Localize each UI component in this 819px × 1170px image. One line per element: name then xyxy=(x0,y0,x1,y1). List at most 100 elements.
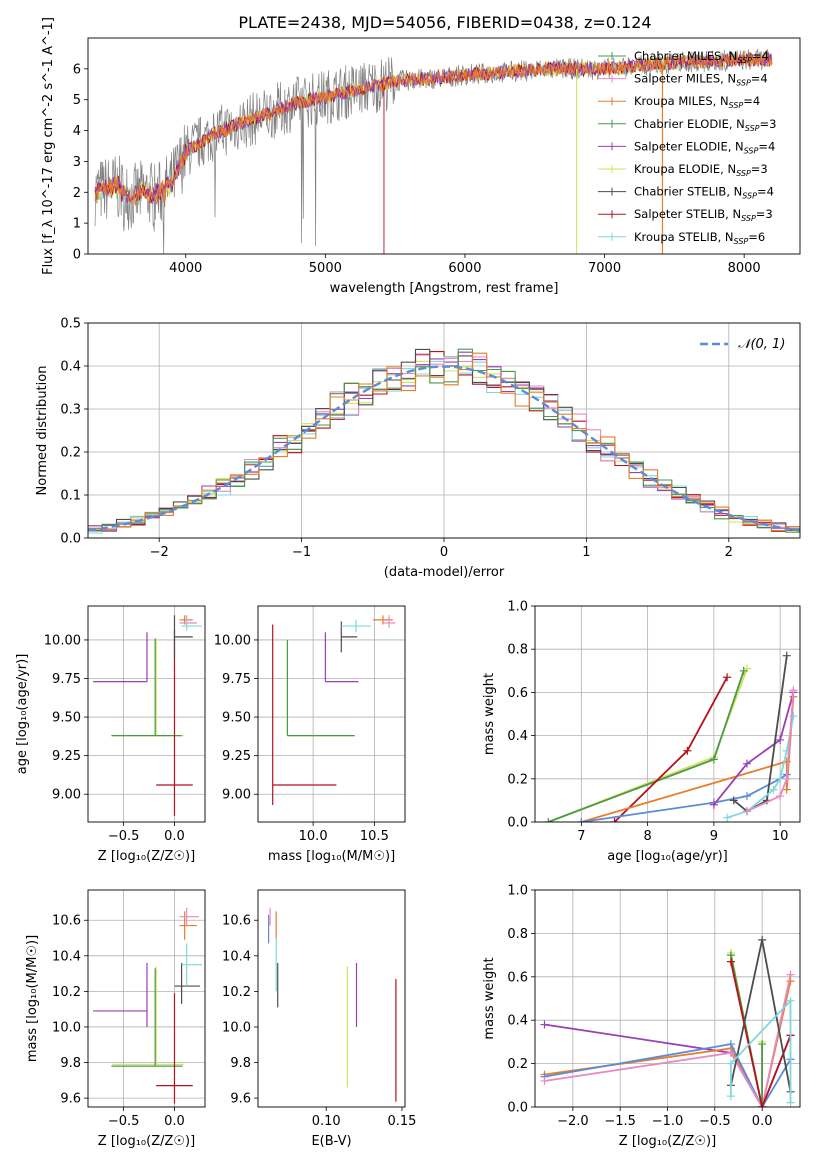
x-tick-label: −1 xyxy=(292,545,311,560)
weight-marker xyxy=(758,935,767,944)
x-axis-label: Z [log₁₀(Z/Z☉)] xyxy=(619,1134,716,1149)
legend-label: Salpeter ELODIE, NSSP=4 xyxy=(634,139,775,155)
y-tick-label: 5 xyxy=(73,93,81,108)
x-tick-label: 8000 xyxy=(728,261,761,276)
legend-label-main: Kroupa MILES, N xyxy=(634,94,729,108)
y-tick-label: 0.6 xyxy=(507,970,528,985)
legend-entry: Salpeter ELODIE, NSSP=4 xyxy=(598,139,775,155)
legend-label-sub: SSP xyxy=(736,79,751,88)
legend-label: Salpeter MILES, NSSP=4 xyxy=(634,72,768,88)
weight-marker xyxy=(789,686,798,695)
legend-label-tail: =4 xyxy=(752,49,769,63)
histogram-chabrier_stelib xyxy=(88,348,800,531)
y-tick-label: 9.50 xyxy=(222,711,251,726)
weight-marker xyxy=(723,813,732,822)
y-tick-label: 9.8 xyxy=(60,1056,81,1071)
weight-marker xyxy=(786,996,795,1005)
y-tick-label: 10.4 xyxy=(222,949,251,964)
legend-entry: Salpeter STELIB, NSSP=3 xyxy=(598,207,773,223)
weight-marker xyxy=(739,666,748,675)
y-tick-label: 9.25 xyxy=(222,749,251,764)
legend-label-sub: SSP xyxy=(741,214,756,223)
weight-marker xyxy=(776,792,785,801)
legend-entry: Chabrier MILES, NSSP=4 xyxy=(598,49,769,65)
y-axis-label: mass weight xyxy=(482,673,497,755)
histogram-kroupa_miles xyxy=(88,352,800,532)
weight-line-salpeter_stelib xyxy=(730,961,792,1107)
y-axis-label: age [log₁₀(age/yr)] xyxy=(15,654,30,775)
y-tick-label: 0.5 xyxy=(60,317,81,332)
x-tick-label: 0.0 xyxy=(164,1114,185,1129)
x-tick-label: 8 xyxy=(643,829,651,844)
x-tick-label: 0.10 xyxy=(312,1114,341,1129)
legend-label-main: Kroupa ELODIE, N xyxy=(634,162,736,176)
x-tick-label: −1.5 xyxy=(604,1114,636,1129)
legend-label-main: Kroupa STELIB, N xyxy=(634,230,734,244)
weight-marker xyxy=(577,818,586,822)
legend-label-sub: SSP xyxy=(742,192,757,201)
figure-title: PLATE=2438, MJD=54056, FIBERID=0438, z=0… xyxy=(238,13,651,32)
weight-marker xyxy=(743,759,751,768)
weight-marker xyxy=(723,673,732,682)
y-tick-label: 9.6 xyxy=(230,1092,251,1107)
x-tick-label: 0 xyxy=(440,545,448,560)
y-tick-label: 0.1 xyxy=(60,489,81,504)
y-tick-label: 9.00 xyxy=(222,788,251,803)
x-tick-label: 0.15 xyxy=(387,1114,416,1129)
legend-label-tail: =4 xyxy=(751,72,768,86)
x-tick-label: 6000 xyxy=(448,261,481,276)
y-axis-label: mass [log₁₀(M/M☉)] xyxy=(25,935,40,1062)
weight-line-kroupa_stelib xyxy=(726,716,795,819)
y-tick-label: 0.2 xyxy=(507,1057,528,1072)
weight_vs_Z-plot-area xyxy=(540,935,795,1107)
legend-label: 𝒩(0, 1) xyxy=(738,337,785,352)
y-tick-label: 0.2 xyxy=(507,772,528,787)
x-tick-label: −0.5 xyxy=(699,1114,731,1129)
legend-label-sub: SSP xyxy=(734,237,749,246)
spectrum-frame xyxy=(87,37,801,255)
legend-label: Chabrier ELODIE, NSSP=3 xyxy=(634,117,776,133)
y-tick-label: 0.6 xyxy=(507,686,528,701)
legend-label-main: Chabrier STELIB, N xyxy=(634,185,742,199)
weight-marker xyxy=(726,957,735,966)
weight-marker xyxy=(544,818,553,822)
legend-label: Salpeter STELIB, NSSP=3 xyxy=(634,207,773,223)
x-axis-label: (data-model)/error xyxy=(384,565,505,580)
legend-label: Chabrier STELIB, NSSP=4 xyxy=(634,185,774,201)
legend-label: Kroupa MILES, NSSP=4 xyxy=(634,94,760,110)
y-tick-label: 6 xyxy=(73,62,81,77)
y-tick-label: 4 xyxy=(73,124,81,139)
weight-marker xyxy=(726,1048,735,1057)
x-tick-label: 10 xyxy=(772,829,789,844)
age_vs_mass-plot-area xyxy=(272,615,396,806)
y-tick-label: 0.2 xyxy=(60,446,81,461)
normal-curve xyxy=(88,365,800,532)
y-tick-label: 0.8 xyxy=(507,643,528,658)
x-tick-label: 9 xyxy=(710,829,718,844)
weight-line-salpeter_elodie xyxy=(713,692,795,806)
legend-label-tail: =6 xyxy=(748,230,765,244)
x-tick-label: 10.0 xyxy=(299,829,328,844)
weight-marker xyxy=(758,1103,767,1107)
mass_vs_Z-frame xyxy=(87,889,206,1108)
y-tick-label: 9.00 xyxy=(52,788,81,803)
age_vs_Z-frame xyxy=(87,605,206,823)
x-axis-label: E(B-V) xyxy=(311,1134,351,1149)
legend-label-tail: =4 xyxy=(758,139,775,153)
y-axis-label: Flux [f_λ 10^-17 erg cm^-2 s^-1 A^-1] xyxy=(41,17,56,275)
y-tick-label: 10.4 xyxy=(52,949,81,964)
weight_vs_age-axes: 7 8 9 10 0.0 0.2 0.4 0.6 0.8 1.0 age [log₁₀(age/yr… xyxy=(482,600,800,864)
y-tick-label: 1 xyxy=(73,217,81,232)
y-tick-label: 10.00 xyxy=(44,633,81,648)
spectrum-model-kroupa_miles xyxy=(94,51,773,206)
mass_vs_ebv-plot-area xyxy=(268,907,397,1102)
x-tick-label: −2.0 xyxy=(557,1114,589,1129)
y-tick-label: 2 xyxy=(73,186,81,201)
y-tick-label: 9.75 xyxy=(52,672,81,687)
y-tick-label: 0.4 xyxy=(507,1014,528,1029)
weight-marker xyxy=(776,735,785,744)
weight-marker xyxy=(758,1040,767,1049)
weight-line-chabrier_miles_line xyxy=(544,1043,792,1107)
weight_vs_age-plot-area xyxy=(544,651,798,822)
